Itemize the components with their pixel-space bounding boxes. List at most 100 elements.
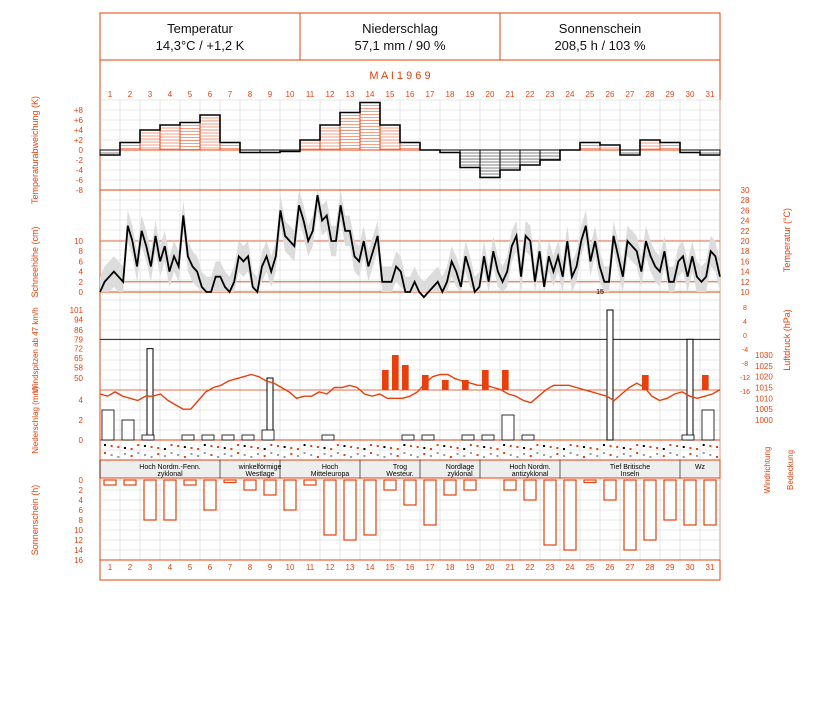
wind-dot bbox=[676, 445, 679, 447]
cover-dot bbox=[529, 455, 532, 457]
cover-dot bbox=[183, 456, 186, 458]
day-label-bottom: 30 bbox=[686, 563, 695, 572]
anomaly-tick: -4 bbox=[76, 166, 84, 175]
cover-dot bbox=[137, 452, 140, 454]
temperature-tick-right: 20 bbox=[741, 237, 750, 246]
wind-dot bbox=[582, 446, 585, 448]
wind-dot bbox=[622, 447, 625, 449]
cover-dot bbox=[230, 455, 233, 457]
day-label-top: 18 bbox=[446, 90, 455, 99]
wind-dot bbox=[276, 445, 279, 447]
wind-dot bbox=[410, 445, 412, 447]
anomaly-line bbox=[100, 101, 720, 179]
wind-dot bbox=[489, 447, 492, 449]
wind-dot bbox=[217, 446, 220, 448]
anomaly-bar bbox=[579, 142, 601, 151]
sunshine-tick: 14 bbox=[74, 546, 83, 555]
day-label-top: 5 bbox=[188, 90, 193, 99]
day-label-top: 20 bbox=[486, 90, 495, 99]
red-bar bbox=[392, 355, 399, 390]
sunshine-tick: 6 bbox=[79, 506, 84, 515]
day-label-top: 27 bbox=[626, 90, 635, 99]
sunshine-bar bbox=[103, 479, 117, 486]
sunshine-bar bbox=[663, 479, 677, 521]
cover-dot bbox=[323, 453, 326, 455]
precip-bar bbox=[121, 419, 135, 441]
wind-dot bbox=[543, 445, 546, 447]
weather-type-label-2: antizyklonal bbox=[512, 471, 549, 478]
wind-tick: 94 bbox=[74, 315, 83, 324]
day-label-bottom: 11 bbox=[306, 563, 315, 572]
temperature-tick-right: 18 bbox=[741, 247, 750, 256]
wind-dot bbox=[609, 445, 612, 447]
cover-dot bbox=[642, 454, 645, 456]
temperature-tick-right: 26 bbox=[741, 206, 750, 215]
pressure-axis-label: Luftdruck (hPa) bbox=[782, 309, 792, 371]
precip-tick: 4 bbox=[79, 396, 84, 405]
cover-dot bbox=[130, 455, 133, 457]
wind-dot bbox=[370, 444, 373, 446]
cover-dot bbox=[476, 454, 479, 456]
wind-dot bbox=[662, 448, 665, 450]
anomaly-bar bbox=[179, 122, 201, 151]
precip-bar bbox=[221, 434, 235, 441]
sunshine-bar bbox=[363, 479, 377, 536]
anomaly-tick: +2 bbox=[74, 136, 84, 145]
temperature-range-band bbox=[100, 190, 720, 292]
wind-dot bbox=[509, 445, 512, 447]
wind-dot bbox=[223, 447, 226, 449]
pressure-tick-small: -12 bbox=[740, 375, 750, 382]
wind-dot bbox=[210, 445, 213, 447]
wind-dot bbox=[443, 445, 446, 447]
day-label-bottom: 7 bbox=[228, 563, 233, 572]
red-bar bbox=[402, 365, 409, 390]
cover-dot bbox=[296, 455, 299, 457]
sunshine-tick: 8 bbox=[79, 516, 84, 525]
pressure-tick-right: 1000 bbox=[755, 416, 773, 425]
header-precipitation: Niederschlag 57,1 mm / 90 % bbox=[300, 14, 500, 58]
cover-dot bbox=[390, 453, 393, 455]
cover-dot bbox=[190, 453, 193, 455]
precip-bar bbox=[481, 434, 495, 441]
cover-dot bbox=[443, 454, 446, 456]
sunshine-bar bbox=[583, 479, 597, 484]
day-label-bottom: 8 bbox=[248, 563, 253, 572]
wind-tick: 101 bbox=[70, 306, 84, 315]
weather-type-label-2: Westeur. bbox=[386, 471, 414, 478]
cover-dot bbox=[469, 452, 472, 454]
wind-dot bbox=[137, 444, 140, 446]
anomaly-bar bbox=[119, 142, 141, 151]
snow-tick-left: 6 bbox=[79, 257, 84, 266]
wind-dot bbox=[323, 447, 326, 449]
temperature-tick-right: 24 bbox=[741, 217, 750, 226]
sunshine-bar bbox=[463, 479, 477, 491]
precip-bar bbox=[501, 414, 515, 441]
wind-tick: 65 bbox=[74, 354, 83, 363]
day-label-bottom: 3 bbox=[148, 563, 153, 572]
cover-dot bbox=[622, 453, 625, 455]
day-label-top: 14 bbox=[366, 90, 375, 99]
wind-dot bbox=[716, 446, 718, 448]
precip-axis-label: Niederschlag (mm) bbox=[31, 386, 40, 454]
precip-bar bbox=[421, 434, 435, 441]
cover-dot bbox=[649, 456, 652, 458]
day-label-bottom: 20 bbox=[486, 563, 495, 572]
pressure-tick-right: 1025 bbox=[755, 362, 773, 371]
wind-dot bbox=[197, 448, 200, 450]
day-label-bottom: 26 bbox=[606, 563, 615, 572]
wind-dot bbox=[569, 444, 572, 446]
anomaly-tick: 0 bbox=[79, 146, 84, 155]
red-bar bbox=[382, 370, 389, 390]
cover-dot bbox=[210, 454, 213, 456]
cover-dot bbox=[682, 456, 685, 458]
wind-dot bbox=[416, 446, 419, 448]
cover-dot bbox=[676, 454, 679, 456]
cover-dot bbox=[702, 452, 705, 454]
day-label-bottom: 10 bbox=[286, 563, 295, 572]
precip-bar bbox=[461, 434, 475, 441]
wind-dot bbox=[556, 447, 559, 449]
cover-dot bbox=[602, 452, 605, 454]
sunshine-axis-label: Sonnenschein (h) bbox=[30, 485, 40, 556]
wind-dot bbox=[237, 444, 240, 446]
